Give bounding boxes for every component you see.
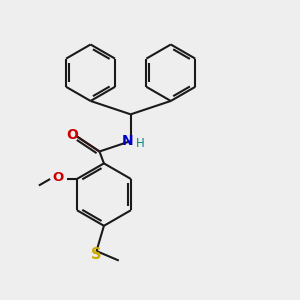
Text: N: N — [121, 134, 133, 148]
Text: S: S — [91, 247, 102, 262]
Text: O: O — [66, 128, 78, 142]
Text: H: H — [136, 137, 145, 150]
Text: O: O — [52, 171, 64, 184]
